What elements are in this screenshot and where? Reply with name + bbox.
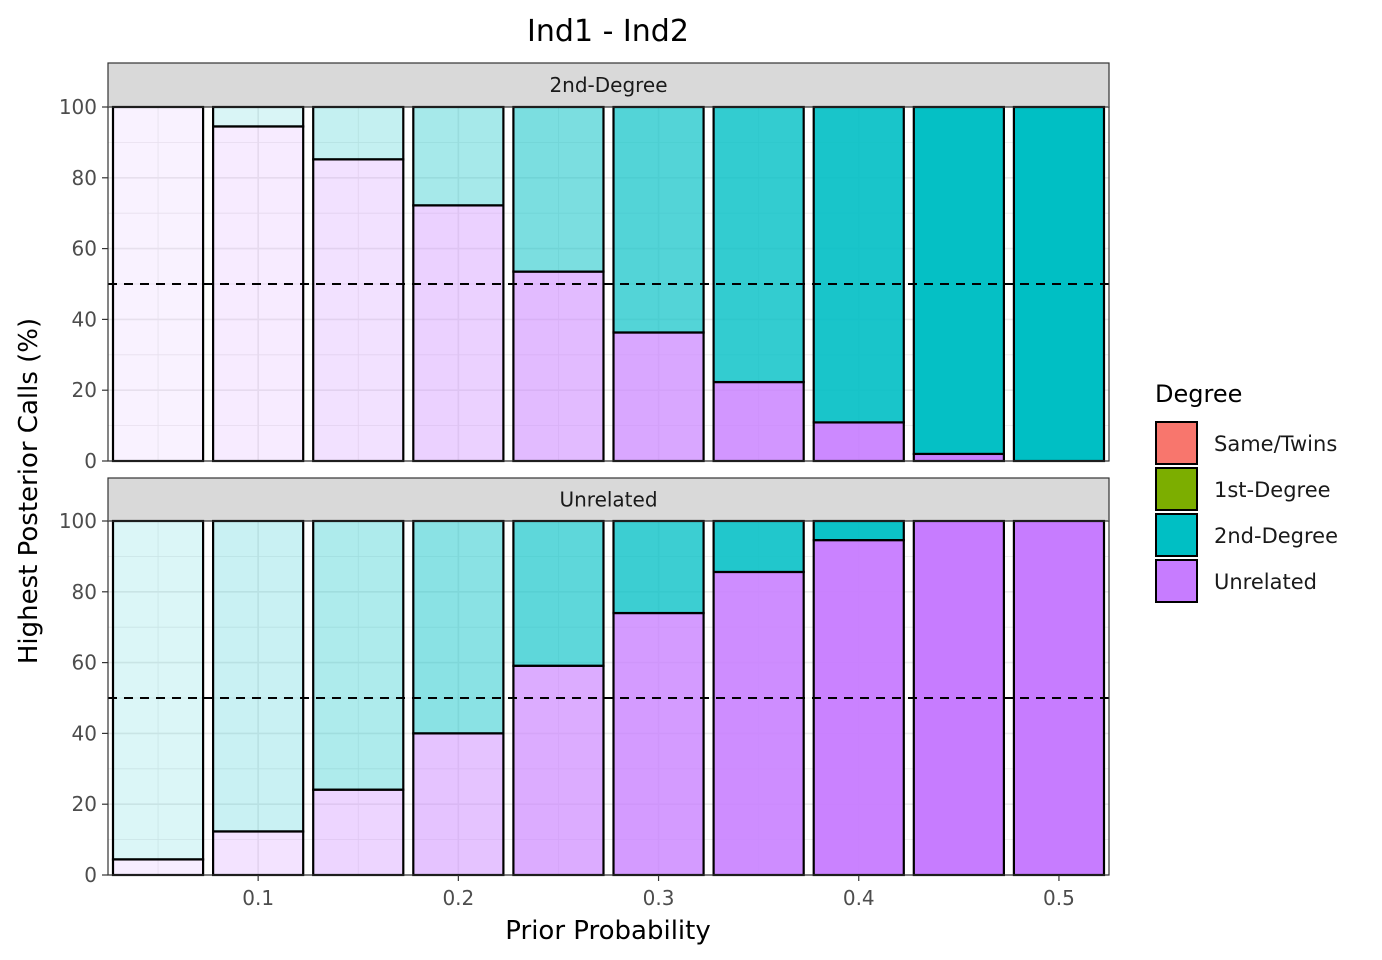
x-tick-label: 0.1	[242, 886, 274, 910]
bars	[111, 519, 1106, 877]
bar-2nd-degree-8	[912, 105, 1005, 456]
legend: Degree Same/Twins 1st-Degree 2nd-Degree Unr…	[1155, 380, 1338, 603]
bar-unrelated-3	[412, 204, 505, 463]
bar-unrelated-5	[612, 611, 705, 877]
bar-2nd-degree-2	[312, 105, 405, 161]
y-tick-label: 60	[72, 651, 97, 675]
bar-unrelated-4	[512, 270, 605, 463]
y-tick-label: 80	[72, 166, 97, 190]
x-tick-label: 0.3	[643, 886, 675, 910]
panels: 2nd-Degree 0 20 40 60 80 100 Unrelated 0 20 40 60 80…	[59, 62, 1110, 887]
legend-swatch	[1155, 467, 1198, 511]
bar-2nd-degree-0	[111, 519, 205, 861]
legend-swatch	[1155, 559, 1198, 603]
panel-border	[107, 106, 1110, 462]
y-tick-label: 100	[59, 509, 97, 533]
legend-label: 1st-Degree	[1214, 478, 1331, 502]
bar-unrelated-2	[312, 158, 405, 463]
bar-unrelated-0	[111, 858, 205, 877]
chart-title: Ind1 - Ind2	[527, 14, 689, 49]
bar-unrelated-1	[212, 125, 305, 463]
bar-2nd-degree-5	[612, 105, 705, 334]
bar-unrelated-3	[412, 732, 505, 877]
bar-unrelated-4	[512, 664, 605, 877]
bar-2nd-degree-6	[712, 519, 805, 574]
panel-border	[107, 520, 1110, 876]
x-tick-label: 0.4	[843, 886, 875, 910]
y-axis-1: 0 20 40 60 80 100	[59, 509, 108, 887]
panel-1: Unrelated 0 20 40 60 80 100	[59, 477, 1110, 887]
bar-2nd-degree-4	[512, 105, 605, 273]
bar-2nd-degree-3	[412, 519, 505, 735]
bar-2nd-degree-4	[512, 519, 605, 667]
facet-strip-label: Unrelated	[559, 488, 657, 512]
bar-unrelated-5	[612, 331, 705, 463]
legend-label: 2nd-Degree	[1214, 524, 1338, 548]
y-tick-label: 80	[72, 580, 97, 604]
bar-2nd-degree-7	[812, 519, 905, 542]
bar-unrelated-6	[712, 380, 805, 463]
legend-swatch	[1155, 513, 1198, 557]
bar-2nd-degree-1	[212, 519, 305, 833]
facet-strip-label: 2nd-Degree	[549, 73, 667, 97]
bar-2nd-degree-1	[212, 105, 305, 128]
y-tick-label: 40	[72, 307, 97, 331]
y-tick-label: 20	[72, 378, 97, 402]
y-tick-label: 20	[72, 792, 97, 816]
bar-unrelated-6	[712, 570, 805, 877]
bar-2nd-degree-3	[412, 105, 505, 207]
x-axis: 0.1 0.2 0.3 0.4 0.5	[242, 875, 1075, 910]
y-tick-label: 100	[59, 95, 97, 119]
x-tick-label: 0.2	[442, 886, 474, 910]
x-axis-title: Prior Probability	[505, 916, 710, 946]
bar-unrelated-2	[312, 788, 405, 877]
bar-2nd-degree-7	[812, 105, 905, 424]
legend-title: Degree	[1155, 380, 1242, 408]
legend-label: Unrelated	[1214, 570, 1317, 594]
bar-2nd-degree-6	[712, 105, 805, 384]
facet-strip	[107, 477, 1110, 522]
bar-2nd-degree-5	[612, 519, 705, 615]
legend-item-unrelated: Unrelated	[1155, 559, 1317, 603]
x-tick-label: 0.5	[1043, 886, 1075, 910]
y-tick-label: 60	[72, 237, 97, 261]
y-axis-title: Highest Posterior Calls (%)	[14, 318, 44, 664]
y-axis-0: 0 20 40 60 80 100	[59, 95, 108, 473]
bar-2nd-degree-2	[312, 519, 405, 791]
legend-swatch	[1155, 421, 1198, 465]
y-tick-label: 40	[72, 721, 97, 745]
y-tick-label: 0	[84, 863, 97, 887]
legend-label: Same/Twins	[1214, 432, 1337, 456]
panel-0: 2nd-Degree 0 20 40 60 80 100	[59, 62, 1110, 473]
bar-unrelated-7	[812, 421, 905, 463]
y-tick-label: 0	[84, 449, 97, 473]
bar-unrelated-7	[812, 539, 905, 877]
bar-unrelated-1	[212, 830, 305, 877]
legend-item-1st-degree: 1st-Degree	[1155, 467, 1331, 511]
legend-entries: Same/Twins 1st-Degree 2nd-Degree Unrelated	[1155, 421, 1338, 603]
facet-strip	[107, 62, 1110, 108]
legend-item-same-twins: Same/Twins	[1155, 421, 1337, 465]
legend-item-2nd-degree: 2nd-Degree	[1155, 513, 1338, 557]
